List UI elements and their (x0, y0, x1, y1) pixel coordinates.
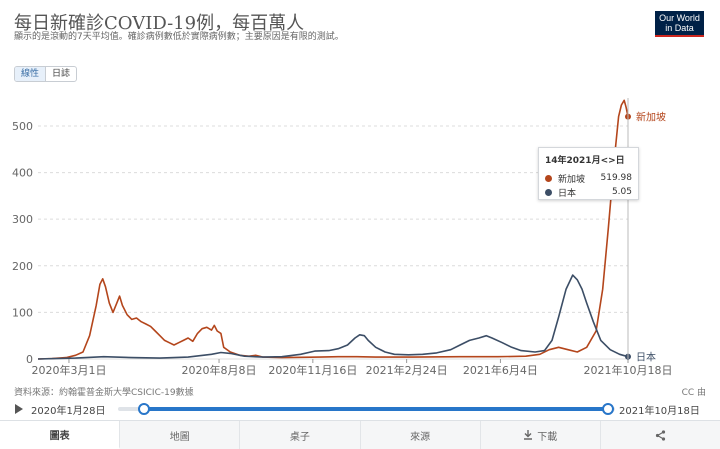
data-source[interactable]: 資料來源：約翰霍普金斯大學CSICIC-19數據 (14, 388, 194, 398)
y-tick-label: 400 (12, 167, 33, 180)
series-end-label-0: 新加坡 (636, 111, 666, 124)
y-tick-label: 500 (12, 120, 33, 133)
x-tick-label: 2020年8月8日 (182, 363, 257, 377)
tooltip-value-singapore: 519.98 (600, 173, 633, 183)
x-tick-label: 2021年2月24日 (366, 363, 448, 377)
tooltip-name-singapore: 新加坡 (558, 174, 586, 185)
series-line-1 (37, 274, 629, 360)
tab-sources[interactable]: 來源 (361, 421, 481, 449)
timeline-end-date: 2021年10月18日 (619, 406, 700, 417)
timeline-end-handle[interactable] (602, 403, 614, 415)
tab-map[interactable]: 地圖 (120, 421, 241, 449)
series-line-0 (37, 99, 629, 360)
page-title: 每日新確診COVID-19例，每百萬人 (14, 13, 305, 34)
timeline-selected-range (144, 407, 608, 411)
tab-download[interactable]: 下載 (481, 421, 601, 449)
x-tick-label: 2021年10月18日 (584, 363, 673, 377)
timeline-start-date: 2020年1月28日 (31, 406, 106, 417)
tab-share[interactable] (601, 421, 720, 449)
tooltip-row-singapore: 新加坡 519.98 (545, 171, 632, 185)
y-tick-label: 300 (12, 213, 33, 226)
bottom-tabs: 圖表 地圖 桌子 來源 下載 (0, 420, 720, 449)
tooltip-row-japan: 日本 5.05 (545, 185, 632, 199)
tab-table-label: 桌子 (289, 431, 310, 443)
x-tick-label: 2020年3月1日 (31, 363, 106, 377)
series-end-label-1: 日本 (636, 351, 656, 364)
owid-logo[interactable]: Our World in Data (655, 11, 704, 37)
play-icon[interactable] (15, 404, 23, 414)
tooltip-dot-japan (545, 188, 552, 196)
tab-chart[interactable]: 圖表 (0, 421, 121, 449)
share-icon (655, 429, 666, 441)
page-subtitle: 顯示的是滾動的7天平均值。確診病例數低於實際病例數；主要原因是有限的測試。 (14, 32, 344, 42)
tab-chart-label: 圖表 (49, 430, 70, 442)
tooltip-date: 14年2021月<>日 (545, 156, 625, 166)
tooltip-name-japan: 日本 (558, 188, 577, 199)
timeline[interactable]: 2020年1月28日 2021年10月18日 (0, 399, 720, 419)
line-chart[interactable]: 0 100 200 300 400 500 2020年3月1日 2020年8月8日 2020年1… (0, 80, 720, 380)
x-tick-label: 2020年11月16日 (268, 363, 357, 377)
tab-table[interactable]: 桌子 (240, 421, 361, 449)
scale-log-button[interactable]: 日誌 (52, 69, 71, 79)
scale-linear-button[interactable]: 線性 (15, 67, 47, 81)
tooltip-dot-singapore (545, 174, 552, 182)
download-icon (524, 430, 533, 440)
x-tick-label: 2021年6月4日 (463, 363, 538, 377)
timeline-start-handle[interactable] (138, 403, 150, 415)
license[interactable]: CC 由 (681, 388, 706, 398)
y-tick-label: 200 (12, 260, 33, 273)
y-tick-label: 100 (12, 306, 33, 319)
tab-sources-label: 來源 (410, 431, 431, 443)
tab-download-label: 下載 (537, 431, 558, 443)
tooltip-value-japan: 5.05 (611, 187, 632, 197)
tab-map-label: 地圖 (169, 431, 190, 443)
scale-toggle[interactable]: 線性 日誌 (14, 66, 78, 82)
logo-text: Our World in Data (659, 13, 700, 33)
y-tick-label: 0 (26, 353, 33, 366)
chart-tooltip: 14年2021月<>日 新加坡 519.98 日本 5.05 (538, 147, 639, 200)
